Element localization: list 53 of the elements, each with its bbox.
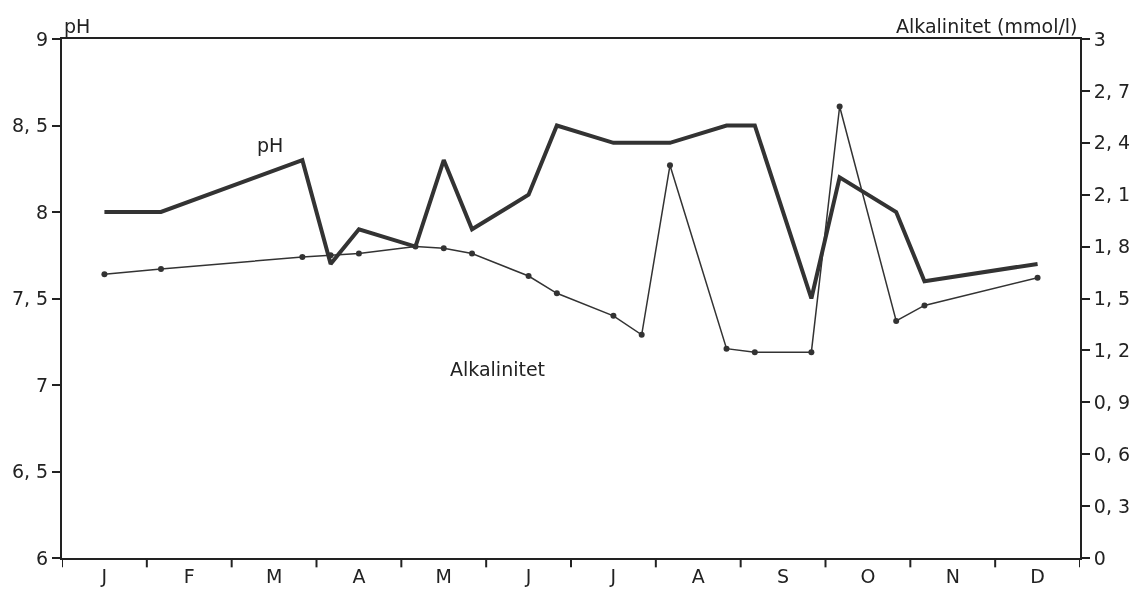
x-tick-label: J: [609, 564, 617, 587]
y2-tick-label: 0: [1093, 546, 1106, 569]
point: [1034, 274, 1041, 281]
y-axis-title: pH: [64, 15, 91, 37]
point: [808, 349, 815, 356]
point: [469, 250, 476, 257]
point: [440, 245, 447, 252]
y-tick-label: 8, 5: [11, 114, 49, 137]
point: [836, 103, 843, 110]
y2-tick-label: 2, 1: [1093, 183, 1131, 206]
y-tick-label: 6, 5: [11, 460, 49, 483]
point: [525, 273, 532, 280]
y-tick-label: 7: [36, 373, 49, 396]
y2-tick-label: 2, 7: [1093, 79, 1131, 102]
x-tick-label: D: [1030, 564, 1045, 587]
x-tick-label: N: [945, 564, 960, 587]
y2-tick-label: 3: [1093, 27, 1106, 50]
x-tick-label: J: [524, 564, 532, 587]
y2-axis-title: Alkalinitet (mmol/l): [896, 15, 1078, 37]
x-tick-label: A: [352, 564, 366, 587]
annotation: Alkalinitet: [450, 358, 546, 380]
x-tick-label: M: [265, 564, 283, 587]
point: [101, 271, 108, 278]
x-tick-label: O: [860, 564, 876, 587]
y2-tick-label: 1, 2: [1093, 339, 1131, 362]
x-tick-label: F: [183, 564, 195, 587]
point: [355, 250, 362, 257]
y2-tick-label: 0, 6: [1093, 442, 1131, 465]
annotation: pH: [257, 134, 284, 156]
y2-tick-label: 0, 9: [1093, 390, 1131, 413]
point: [638, 331, 645, 338]
point: [893, 317, 900, 324]
point: [751, 349, 758, 356]
y2-tick-label: 0, 3: [1093, 494, 1131, 517]
x-tick-label: J: [100, 564, 108, 587]
y-tick-label: 7, 5: [11, 287, 49, 310]
x-tick-label: S: [777, 564, 790, 587]
point: [553, 290, 560, 297]
point: [412, 243, 419, 250]
x-tick-label: M: [435, 564, 452, 587]
y2-tick-label: 1, 8: [1093, 235, 1131, 258]
point: [921, 302, 928, 309]
y2-tick-label: 2, 4: [1093, 131, 1131, 154]
point: [723, 345, 730, 352]
y-tick-label: 9: [36, 27, 49, 50]
y-tick-label: 8: [36, 200, 49, 223]
point: [157, 266, 164, 273]
y-tick-label: 6: [36, 546, 49, 569]
y2-tick-label: 1, 5: [1093, 287, 1131, 310]
x-tick-label: A: [691, 564, 705, 587]
point: [610, 312, 617, 319]
point: [666, 162, 673, 169]
point: [299, 253, 306, 260]
